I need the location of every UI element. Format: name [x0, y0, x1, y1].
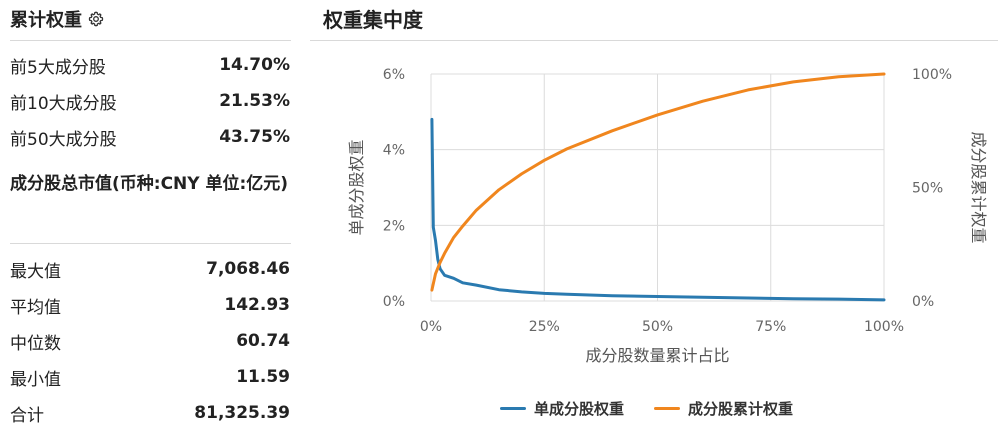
- chart-title: 权重集中度: [323, 8, 423, 32]
- y-right-axis-label: 成分股累计权重: [969, 131, 988, 243]
- y-right-tick-label: 0%: [912, 294, 934, 310]
- legend-item-cumulative-weight[interactable]: 成分股累计权重: [654, 398, 793, 419]
- market-cap-title: 成分股总市值(币种:CNY 单位:亿元): [10, 174, 289, 194]
- row-label: 最小值: [10, 369, 61, 390]
- concentration-row: 前10大成分股 21.53%: [10, 89, 290, 114]
- row-label: 最大值: [10, 261, 61, 282]
- row-label: 平均值: [10, 297, 61, 318]
- x-tick-label: 75%: [755, 319, 786, 335]
- y-left-axis-label: 单成分股权重: [347, 139, 366, 235]
- gear-icon[interactable]: [88, 11, 104, 27]
- x-tick-label: 0%: [420, 319, 442, 335]
- divider: [10, 40, 291, 41]
- series-line-single-weight: [430, 117, 886, 302]
- market-cap-row: 中位数 60.74: [10, 329, 290, 354]
- market-cap-row: 最大值 7,068.46: [10, 257, 290, 282]
- x-tick-label: 50%: [642, 319, 673, 335]
- row-value: 14.70%: [219, 55, 290, 75]
- y-left-tick-label: 6%: [383, 67, 405, 83]
- row-value: 21.53%: [219, 91, 290, 111]
- row-label: 前10大成分股: [10, 93, 117, 114]
- market-cap-row: 最小值 11.59: [10, 365, 290, 390]
- y-right-tick-label: 50%: [912, 181, 943, 197]
- y-right-tick-label: 100%: [912, 67, 952, 83]
- row-value: 60.74: [236, 331, 290, 351]
- divider: [310, 40, 998, 41]
- row-label: 合计: [10, 405, 44, 426]
- legend-label: 单成分股权重: [534, 400, 625, 418]
- legend-label: 成分股累计权重: [688, 400, 794, 418]
- concentration-row: 前5大成分股 14.70%: [10, 53, 290, 78]
- row-value: 81,325.39: [194, 403, 290, 423]
- legend-item-single-weight[interactable]: 单成分股权重: [500, 398, 624, 419]
- concentration-row: 前50大成分股 43.75%: [10, 125, 290, 150]
- cumulative-weight-title: 累计权重: [10, 10, 82, 31]
- row-value: 11.59: [236, 367, 290, 387]
- legend-swatch: [500, 407, 526, 410]
- market-cap-row: 平均值 142.93: [10, 293, 290, 318]
- row-label: 中位数: [10, 333, 61, 354]
- left-panel: 累计权重 前5大成分股 14.70% 前10大成分股 21.53% 前50大成分…: [0, 0, 292, 442]
- series-line-cumulative-weight: [430, 72, 886, 292]
- x-tick-label: 25%: [529, 319, 560, 335]
- cumulative-weight-header: 累计权重: [10, 6, 104, 32]
- y-left-tick-label: 4%: [383, 143, 405, 159]
- weight-concentration-chart: 0% 2% 4% 6% 0% 50% 100% 0% 25% 50% 75% 100% 成分股数量累计占…: [347, 67, 988, 365]
- y-left-tick-label: 0%: [383, 294, 405, 310]
- row-value: 7,068.46: [206, 259, 290, 279]
- legend-swatch: [654, 407, 681, 410]
- chart-legend: 单成分股权重 成分股累计权重: [500, 398, 823, 419]
- x-axis-label: 成分股数量累计占比: [585, 346, 729, 365]
- row-label: 前50大成分股: [10, 129, 117, 150]
- divider: [10, 243, 291, 244]
- row-value: 142.93: [224, 295, 290, 315]
- row-label: 前5大成分股: [10, 57, 106, 78]
- market-cap-row: 合计 81,325.39: [10, 401, 290, 426]
- x-tick-label: 100%: [864, 319, 904, 335]
- row-value: 43.75%: [219, 127, 290, 147]
- y-left-tick-label: 2%: [383, 218, 405, 234]
